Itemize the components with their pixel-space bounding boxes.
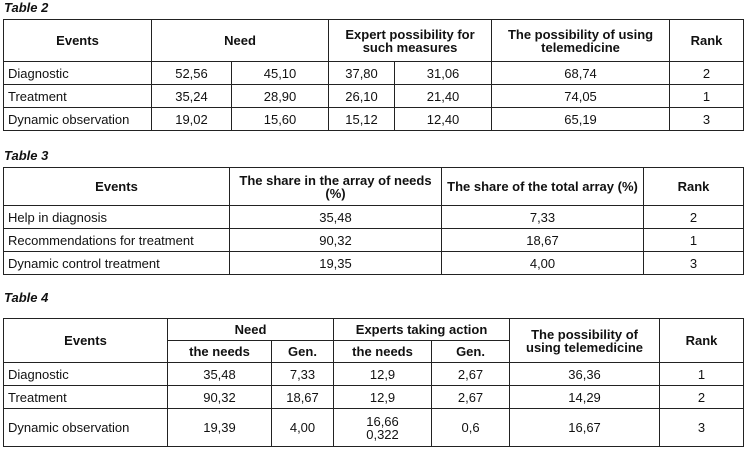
table-row: Diagnostic 52,56 45,10 37,80 31,06 68,74… (3, 61, 745, 85)
expert-cell: 26,10 (328, 84, 396, 108)
table-row: Diagnostic 35,48 7,33 12,9 2,67 36,36 1 (3, 362, 745, 386)
table2-header-need: Need (150, 19, 330, 62)
share-total-cell: 7,33 (441, 205, 644, 229)
rank-cell: 1 (659, 362, 745, 386)
rank-cell: 1 (669, 84, 745, 108)
table-row: Treatment 35,24 28,90 26,10 21,40 74,05 … (3, 84, 745, 108)
rank-cell: 2 (669, 61, 745, 85)
need-cell: 35,24 (151, 84, 232, 108)
table4-subheader-needs: the needs (167, 340, 272, 363)
table3: Events The share in the array of needs (… (3, 167, 744, 275)
table4: Events Need Experts taking action The po… (3, 318, 745, 447)
table3-header-share-needs: The share in the array of needs (%) (229, 167, 442, 206)
need-cell: 45,10 (230, 61, 330, 85)
event-cell: Diagnostic (3, 362, 168, 386)
experts-gen-cell: 0,6 (431, 408, 511, 447)
table2-header-events: Events (3, 19, 152, 62)
share-needs-cell: 19,35 (229, 251, 442, 275)
rank-cell: 1 (643, 228, 744, 252)
possibility-cell: 65,19 (491, 107, 671, 131)
expert-cell: 31,06 (394, 61, 493, 85)
share-total-cell: 4,00 (441, 251, 644, 275)
expert-cell: 15,12 (328, 107, 396, 131)
table-row: Dynamic control treatment 19,35 4,00 3 (3, 251, 744, 275)
possibility-cell: 74,05 (491, 84, 671, 108)
experts-needs-cell: 12,9 (333, 385, 433, 409)
rank-cell: 3 (643, 251, 744, 275)
event-cell: Treatment (3, 84, 152, 108)
table4-subheader-needs: the needs (333, 340, 433, 363)
share-total-cell: 18,67 (441, 228, 644, 252)
need-cell: 28,90 (230, 84, 330, 108)
expert-cell: 12,40 (394, 107, 493, 131)
table4-subheader-gen: Gen. (431, 340, 511, 363)
table-row: Recommendations for treatment 90,32 18,6… (3, 228, 744, 252)
table-row: Treatment 90,32 18,67 12,9 2,67 14,29 2 (3, 385, 745, 409)
gen-cell: 4,00 (270, 408, 335, 447)
table2-header-row: Events Need Expert possibility for such … (3, 19, 745, 62)
event-cell: Diagnostic (3, 61, 152, 85)
experts-needs-cell: 12,9 (333, 362, 433, 386)
share-needs-cell: 35,48 (229, 205, 442, 229)
experts-gen-cell: 2,67 (431, 362, 511, 386)
event-cell: Help in diagnosis (3, 205, 230, 229)
table2-header-expert: Expert possibility for such measures (328, 19, 493, 62)
event-cell: Dynamic observation (3, 408, 168, 447)
need-cell: 35,48 (167, 362, 272, 386)
table-row: Dynamic observation 19,39 4,00 16,66 0,32… (3, 408, 745, 447)
table2-header-rank: Rank (669, 19, 745, 62)
table3-header-rank: Rank (643, 167, 744, 206)
table4-caption: Table 4 (4, 290, 49, 305)
rank-cell: 2 (659, 385, 745, 409)
rank-cell: 3 (669, 107, 745, 131)
expert-cell: 21,40 (394, 84, 493, 108)
need-cell: 90,32 (167, 385, 272, 409)
table4-header-row: Events Need Experts taking action The po… (3, 318, 745, 363)
table-row: Help in diagnosis 35,48 7,33 2 (3, 205, 744, 229)
event-cell: Dynamic observation (3, 107, 152, 131)
need-cell: 52,56 (151, 61, 232, 85)
table2-header-possibility: The possibility of using telemedicine (491, 19, 671, 62)
rank-cell: 3 (659, 408, 745, 447)
gen-cell: 18,67 (270, 385, 335, 409)
experts-needs-value-2: 0,322 (366, 426, 399, 442)
table3-header-share-total: The share of the total array (%) (441, 167, 644, 206)
table4-header-experts: Experts taking action (333, 318, 511, 341)
table4-subheader-gen: Gen. (270, 340, 335, 363)
possibility-cell: 16,67 (509, 408, 661, 447)
experts-gen-cell: 2,67 (431, 385, 511, 409)
rank-cell: 2 (643, 205, 744, 229)
event-cell: Dynamic control treatment (3, 251, 230, 275)
table3-header-row: Events The share in the array of needs (… (3, 167, 744, 206)
possibility-cell: 68,74 (491, 61, 671, 85)
experts-needs-cell: 16,66 0,322 (333, 408, 433, 447)
table4-header-rank: Rank (659, 318, 745, 363)
possibility-cell: 36,36 (509, 362, 661, 386)
experts-needs-value: 16,66 (366, 413, 399, 429)
expert-cell: 37,80 (328, 61, 396, 85)
gen-cell: 7,33 (270, 362, 335, 386)
table3-header-events: Events (3, 167, 230, 206)
table2-caption: Table 2 (4, 0, 49, 15)
table4-header-possibility: The possibility of using telemedicine (509, 318, 661, 363)
table4-header-need: Need (166, 318, 335, 341)
event-cell: Recommendations for treatment (3, 228, 230, 252)
table3-caption: Table 3 (4, 148, 49, 163)
need-cell: 15,60 (230, 107, 330, 131)
table-row: Dynamic observation 19,02 15,60 15,12 12… (3, 107, 745, 131)
share-needs-cell: 90,32 (229, 228, 442, 252)
event-cell: Treatment (3, 385, 168, 409)
possibility-cell: 14,29 (509, 385, 661, 409)
table2: Events Need Expert possibility for such … (3, 19, 745, 131)
need-cell: 19,39 (167, 408, 272, 447)
need-cell: 19,02 (151, 107, 232, 131)
table4-header-events: Events (3, 318, 168, 363)
